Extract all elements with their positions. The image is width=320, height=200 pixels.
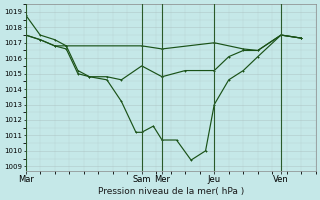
X-axis label: Pression niveau de la mer( hPa ): Pression niveau de la mer( hPa ) — [98, 187, 244, 196]
